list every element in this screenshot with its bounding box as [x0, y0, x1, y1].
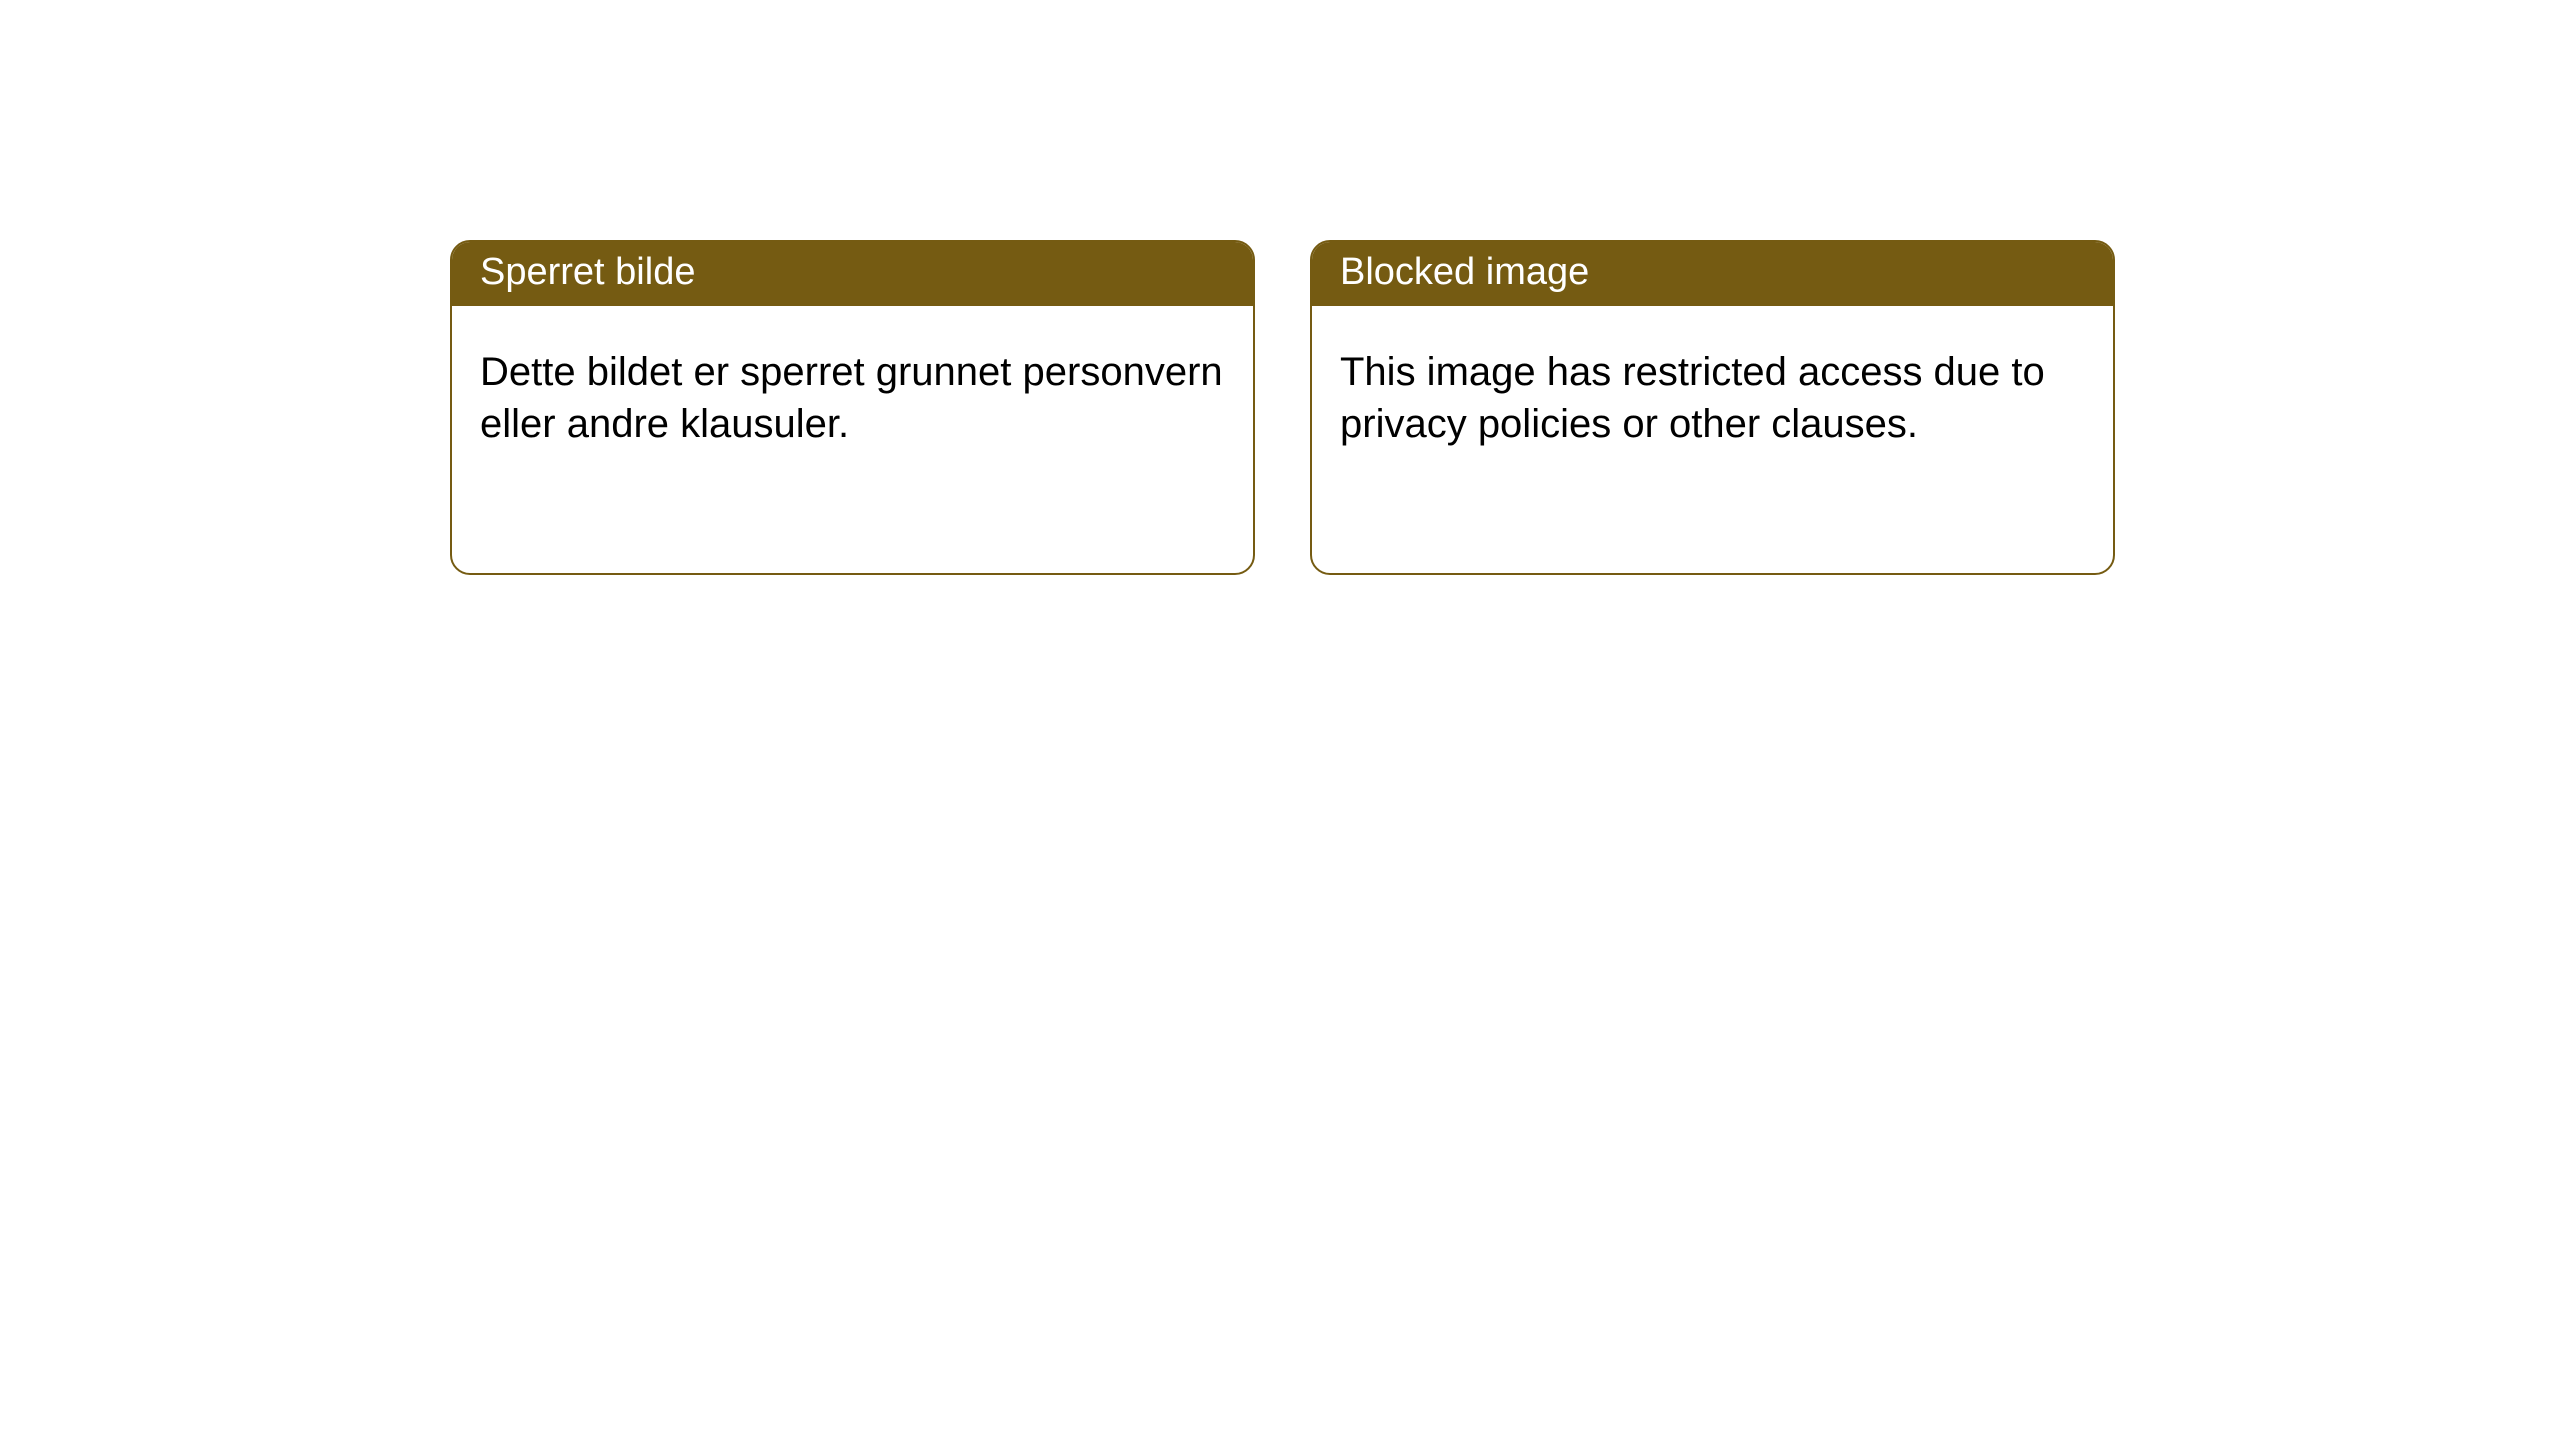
notice-card-norwegian: Sperret bilde Dette bildet er sperret gr…	[450, 240, 1255, 575]
notice-card-body: Dette bildet er sperret grunnet personve…	[452, 306, 1253, 478]
notice-cards-container: Sperret bilde Dette bildet er sperret gr…	[450, 240, 2115, 575]
notice-card-title: Sperret bilde	[452, 242, 1253, 306]
notice-card-english: Blocked image This image has restricted …	[1310, 240, 2115, 575]
notice-card-body: This image has restricted access due to …	[1312, 306, 2113, 478]
notice-card-title: Blocked image	[1312, 242, 2113, 306]
